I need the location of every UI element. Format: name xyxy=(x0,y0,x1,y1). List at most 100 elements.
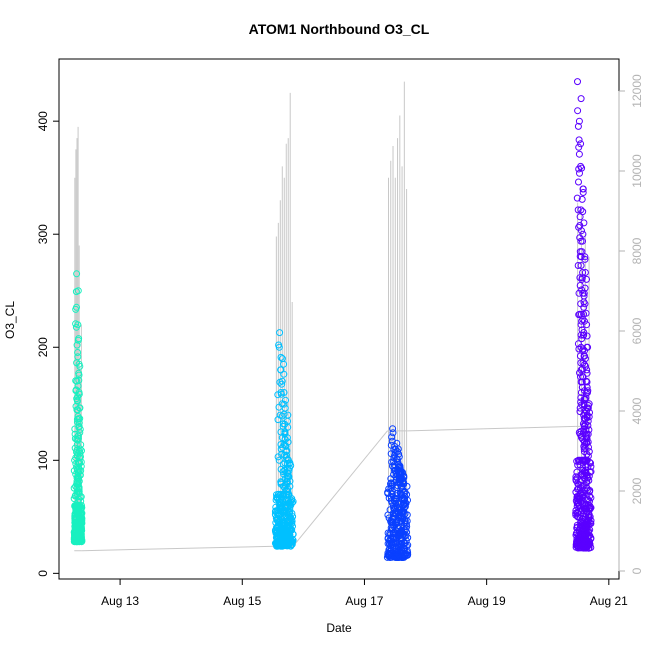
data-point xyxy=(73,341,81,349)
data-point xyxy=(581,471,589,479)
data-point xyxy=(283,434,291,442)
data-point xyxy=(581,255,589,263)
data-point xyxy=(280,360,288,368)
data-point xyxy=(273,523,281,531)
data-point xyxy=(580,331,588,339)
data-point xyxy=(282,442,290,450)
data-point xyxy=(73,303,80,311)
data-point xyxy=(279,518,287,526)
data-point xyxy=(578,227,585,235)
series-connector-line xyxy=(407,425,576,432)
data-point xyxy=(584,404,592,412)
data-point xyxy=(581,300,589,308)
data-point xyxy=(392,502,400,510)
data-point xyxy=(581,352,589,360)
data-point xyxy=(400,504,408,512)
y2-tick-label: 10000 xyxy=(630,154,644,188)
data-point xyxy=(579,230,587,238)
series-connector-line xyxy=(292,430,388,547)
y-tick-label: 100 xyxy=(36,450,50,470)
data-point xyxy=(272,519,280,527)
data-point xyxy=(384,551,392,559)
axes-layer: 0100200300400020004000600080001000012000… xyxy=(36,74,644,608)
data-point xyxy=(387,494,395,502)
data-point xyxy=(401,495,409,503)
series-lines-layer xyxy=(74,81,591,558)
data-point xyxy=(578,383,586,391)
y-axis-title: O3_CL xyxy=(3,301,17,339)
data-point xyxy=(288,499,296,507)
data-point xyxy=(401,551,409,559)
x-tick-label: Aug 21 xyxy=(590,594,628,608)
data-point xyxy=(284,411,292,419)
data-point xyxy=(579,345,587,353)
data-point xyxy=(401,532,409,540)
data-point xyxy=(575,485,582,493)
data-point xyxy=(583,332,591,340)
data-point xyxy=(78,502,85,509)
data-point xyxy=(585,413,593,421)
data-point xyxy=(284,522,292,530)
data-point xyxy=(277,503,284,511)
data-point xyxy=(577,394,585,402)
data-point xyxy=(579,185,587,193)
data-point xyxy=(279,535,287,543)
data-point xyxy=(75,371,83,379)
data-point xyxy=(577,95,585,103)
data-point xyxy=(578,378,586,386)
data-point xyxy=(580,303,588,311)
data-point xyxy=(73,506,81,514)
data-point xyxy=(393,527,401,535)
data-point xyxy=(397,495,405,503)
data-point xyxy=(273,541,281,549)
data-point xyxy=(401,517,408,525)
y2-tick-label: 0 xyxy=(630,567,644,574)
data-point xyxy=(287,534,294,542)
data-point xyxy=(278,514,285,522)
data-point xyxy=(77,467,85,475)
data-point xyxy=(74,349,82,356)
data-point xyxy=(580,292,588,300)
data-point xyxy=(581,361,589,369)
data-point xyxy=(579,512,587,520)
plot-frame xyxy=(58,58,620,580)
data-point xyxy=(272,514,280,522)
data-point xyxy=(398,540,406,548)
data-point xyxy=(76,445,84,453)
data-point xyxy=(386,554,394,561)
data-point xyxy=(583,478,591,486)
data-point xyxy=(284,438,292,446)
data-point xyxy=(387,479,395,487)
data-point xyxy=(578,335,586,343)
data-point xyxy=(585,426,593,434)
chart-title: ATOM1 Northbound O3_CL xyxy=(249,21,430,37)
data-point xyxy=(575,143,583,151)
data-point xyxy=(572,507,580,514)
data-point xyxy=(280,522,288,530)
data-point xyxy=(580,503,588,511)
data-point xyxy=(385,540,393,548)
data-point xyxy=(585,448,593,456)
data-point xyxy=(576,532,583,540)
data-point xyxy=(403,517,411,525)
data-point xyxy=(74,353,82,361)
data-point xyxy=(386,531,394,539)
data-point xyxy=(582,540,590,547)
data-point xyxy=(283,477,291,485)
data-point xyxy=(285,511,292,519)
data-point xyxy=(74,406,82,414)
data-point xyxy=(273,524,280,532)
data-point xyxy=(76,454,84,462)
y-tick-label: 0 xyxy=(36,570,50,577)
data-point xyxy=(582,377,590,385)
data-point xyxy=(580,400,588,408)
data-point xyxy=(74,287,82,295)
data-point xyxy=(283,447,291,455)
data-point xyxy=(578,195,586,203)
data-point xyxy=(583,378,591,386)
data-point xyxy=(74,397,81,405)
data-point xyxy=(581,444,589,452)
data-point xyxy=(574,206,582,214)
data-point xyxy=(75,475,82,483)
data-point xyxy=(583,369,591,377)
